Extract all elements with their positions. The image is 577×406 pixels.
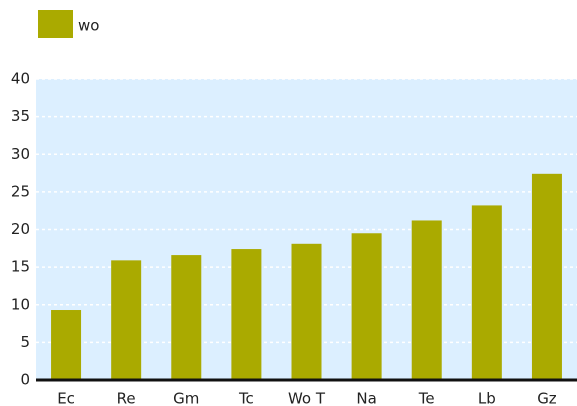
x-tick-label: Ec <box>57 390 75 406</box>
legend-swatch <box>38 10 73 38</box>
x-tick-label: Na <box>356 390 376 406</box>
x-tick-label: Te <box>418 390 435 406</box>
bar <box>111 260 142 380</box>
bar <box>291 243 322 380</box>
x-tick-label: Gz <box>537 390 557 406</box>
bar <box>171 255 202 380</box>
bar <box>411 220 442 380</box>
y-tick-label: 30 <box>11 145 30 163</box>
y-tick-label: 20 <box>11 220 30 238</box>
x-tick-label: Wo T <box>288 390 326 406</box>
x-tick-label: Tc <box>238 390 254 406</box>
bar <box>51 310 82 380</box>
y-tick-label: 35 <box>11 107 30 125</box>
y-tick-label: 5 <box>20 333 30 351</box>
bar <box>471 205 502 380</box>
x-tick-label: Gm <box>173 390 199 406</box>
y-tick-label: 25 <box>11 182 30 200</box>
bar <box>351 233 382 380</box>
y-tick-label: 10 <box>11 295 30 313</box>
bar <box>231 249 262 380</box>
legend-label: wo <box>78 17 99 35</box>
y-tick-label: 0 <box>20 371 30 389</box>
x-tick-label: Re <box>117 390 136 406</box>
x-tick-label: Lb <box>478 390 496 406</box>
y-tick-label: 40 <box>11 70 30 88</box>
y-tick-label: 15 <box>11 258 30 276</box>
bar <box>531 173 562 380</box>
